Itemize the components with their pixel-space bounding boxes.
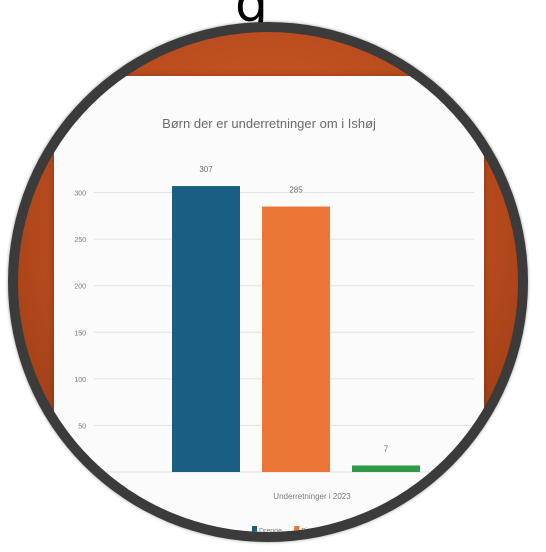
y-tick-label: 150 <box>74 330 86 337</box>
data-label: 285 <box>289 186 303 195</box>
y-tick-label: 200 <box>74 284 86 291</box>
legend-label: Drenge <box>259 528 282 532</box>
bar-chart: Børn der er underretninger om i Ishøj 0 5… <box>74 116 474 532</box>
y-tick-label: 100 <box>74 377 86 384</box>
legend-swatch <box>332 526 338 532</box>
legend-swatch <box>252 526 257 532</box>
y-tick-label: 250 <box>74 237 86 244</box>
chart-card: Børn der er underretninger om i Ishøj 0 5… <box>54 76 484 532</box>
bar-drenge <box>172 186 240 472</box>
y-tick-label: 300 <box>74 191 86 198</box>
y-tick-label: 0 <box>82 470 86 477</box>
legend-label: Ukendt <box>339 528 361 532</box>
x-axis-label: Underretninger i 2023 <box>273 492 351 501</box>
data-label: 307 <box>199 165 213 174</box>
data-label: 7 <box>384 444 389 453</box>
bar-piger <box>262 206 330 473</box>
y-tick-label: 50 <box>78 423 86 430</box>
chart-title: Børn der er underretninger om i Ishøj <box>162 116 376 131</box>
magnified-view: Børn der er underretninger om i Ishøj 0 5… <box>18 32 518 532</box>
bar-ukendt <box>352 465 420 472</box>
legend-label: Piger <box>301 528 318 532</box>
legend-swatch <box>294 526 300 532</box>
